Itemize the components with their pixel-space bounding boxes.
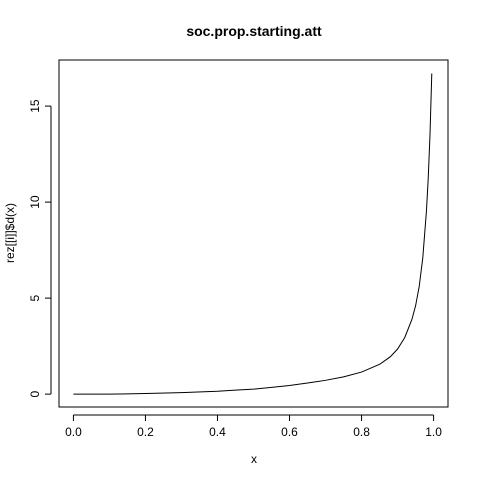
x-tick-label: 0.2: [137, 425, 154, 439]
x-tick-label: 1.0: [425, 425, 442, 439]
y-tick-label: 15: [28, 99, 42, 113]
y-axis-label: rez[[i]]$d(x): [3, 203, 17, 263]
x-tick-label: 0.4: [209, 425, 226, 439]
x-axis-label: x: [251, 452, 257, 466]
x-tick-label: 0.6: [281, 425, 298, 439]
y-tick-label: 5: [28, 294, 42, 301]
x-axis: 0.0 0.2 0.4 0.6 0.8 1.0: [65, 414, 442, 439]
y-tick-label: 10: [28, 195, 42, 209]
chart-title: soc.prop.starting.att: [186, 23, 322, 39]
y-tick-label: 0: [28, 390, 42, 397]
y-axis: 0 5 10 15: [28, 99, 52, 397]
x-tick-label: 0.0: [65, 425, 82, 439]
series-line: [73, 73, 433, 395]
plot-frame: [58, 59, 449, 408]
x-tick-label: 0.8: [353, 425, 370, 439]
